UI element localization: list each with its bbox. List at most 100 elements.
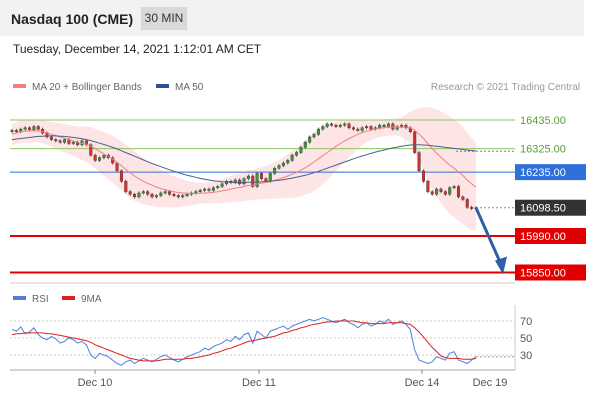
candle-body	[168, 191, 172, 195]
rsi-tick-label: 50	[520, 333, 532, 345]
levels-layer	[10, 119, 515, 274]
candle-body	[356, 128, 360, 131]
candle-body	[264, 178, 268, 182]
chart-title: Nasdaq 100 (CME)	[11, 11, 134, 27]
candle-body	[198, 190, 202, 192]
credit-text: Research © 2021 Trading Central	[431, 82, 580, 93]
level-label: 16235.00	[520, 167, 566, 179]
x-tick-label: Dec 10	[78, 377, 113, 389]
ma50-legend-label: MA 50	[175, 82, 204, 93]
candle-body	[32, 126, 36, 130]
candle-body	[435, 188, 439, 195]
candle-body	[93, 154, 97, 161]
candle-body	[54, 139, 58, 142]
x-tick-label: Dec 14	[405, 377, 440, 389]
candle-body	[58, 140, 62, 143]
ma9-line	[11, 320, 477, 362]
candle-body	[360, 127, 364, 131]
candle-body	[255, 173, 259, 187]
candle-body	[400, 125, 404, 127]
candle-body	[382, 125, 386, 127]
candle-body	[207, 188, 211, 191]
candle-body	[443, 191, 447, 195]
candle-body	[181, 195, 185, 198]
candle-body	[150, 194, 154, 198]
candle-body	[386, 123, 390, 127]
ma9-legend-swatch	[62, 296, 75, 300]
timeframe-button[interactable]: 30 MIN	[141, 7, 187, 30]
candle-body	[365, 126, 369, 129]
candle-body	[334, 125, 338, 127]
x-axis-layer: Dec 10 Dec 11 Dec 14 Dec 19	[78, 370, 508, 389]
candle-body	[325, 123, 329, 127]
level-labels-layer: 16435.00 16325.00 16235.00 16098.50 15990.00…	[515, 112, 586, 281]
level-label: 16435.00	[520, 115, 566, 127]
candle-body	[246, 175, 250, 179]
candle-body	[295, 152, 299, 156]
candle-body	[89, 144, 93, 156]
candle-body	[119, 170, 123, 182]
candle-body	[36, 126, 40, 130]
candle-body	[176, 195, 180, 198]
candle-body	[456, 186, 460, 198]
candle-body	[137, 192, 141, 198]
candle-body	[251, 175, 255, 187]
candle-body	[448, 187, 452, 195]
candle-body	[128, 191, 132, 195]
candle-body	[299, 147, 303, 153]
title-bar: Nasdaq 100 (CME) 30 MIN	[0, 0, 584, 36]
bollinger-band	[12, 107, 476, 232]
candle-body	[102, 154, 106, 158]
candle-body	[203, 188, 207, 191]
level-label: 15990.00	[520, 231, 566, 243]
candle-body	[141, 191, 145, 194]
candle-body	[439, 188, 443, 192]
forecast-arrow-shaft	[474, 207, 504, 268]
candle-body	[268, 173, 272, 182]
level-label-box	[515, 264, 586, 281]
level-label-box	[515, 199, 586, 216]
rsi-tick-label: 70	[520, 316, 532, 328]
candle-body	[347, 123, 351, 129]
candle-body	[413, 131, 417, 153]
candle-body	[28, 127, 32, 130]
rsi-legend-swatch	[13, 296, 26, 300]
candle-body	[303, 141, 307, 148]
candle-body	[421, 170, 425, 182]
ma50-line	[11, 135, 477, 184]
candle-body	[146, 191, 150, 195]
candle-body	[10, 130, 14, 132]
forecast-arrow-head	[495, 256, 507, 275]
level-label: 15850.00	[520, 267, 566, 279]
candle-body	[159, 192, 163, 196]
level-label-box	[515, 164, 586, 181]
level-label: 16098.50	[520, 203, 566, 215]
candle-body	[260, 173, 264, 179]
candle-body	[470, 207, 474, 209]
candle-body	[84, 140, 88, 145]
candle-body	[378, 125, 382, 129]
x-tick-label: Dec 19	[473, 377, 508, 389]
candle-body	[154, 195, 158, 198]
candle-body	[351, 127, 355, 130]
candle-body	[290, 154, 294, 161]
candle-body	[49, 136, 53, 140]
ma9-legend-label: 9MA	[81, 294, 102, 305]
bollinger-band-layer	[12, 107, 476, 232]
level-label-box	[515, 228, 586, 244]
level-label-box	[515, 112, 586, 128]
candle-body	[211, 187, 215, 191]
candle-body	[452, 186, 456, 188]
candle-body	[98, 157, 102, 161]
candle-body	[115, 162, 119, 172]
candle-body	[281, 162, 285, 166]
candle-body	[273, 168, 277, 174]
timestamp: Tuesday, December 14, 2021 1:12:01 AM CE…	[13, 42, 262, 56]
candle-body	[465, 199, 469, 208]
candle-body	[369, 126, 373, 130]
candle-body	[194, 191, 198, 194]
candle-body	[185, 194, 189, 196]
ma50-legend-swatch	[156, 84, 169, 88]
